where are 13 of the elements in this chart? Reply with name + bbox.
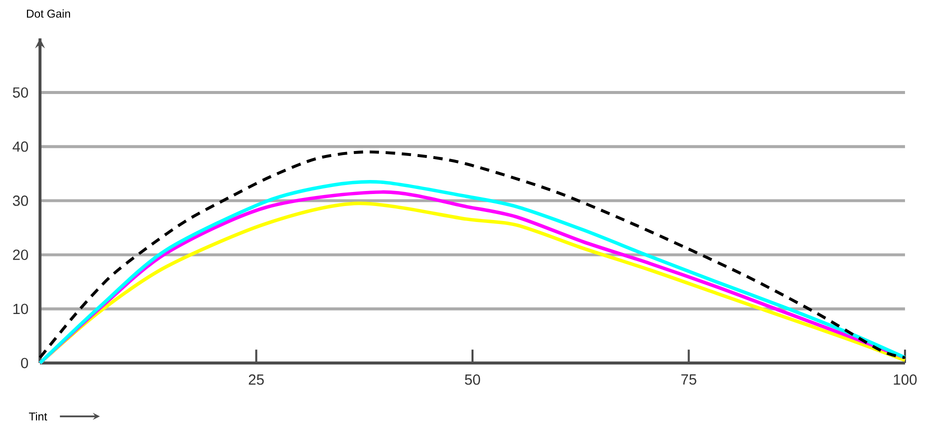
y-axis-title: Dot Gain xyxy=(26,9,70,18)
x-tick-label: 100 xyxy=(894,374,917,385)
x-tick-label: 25 xyxy=(248,374,264,385)
y-tick-label: 40 xyxy=(12,141,28,152)
y-tick-label: 30 xyxy=(12,196,28,206)
y-tick-label: 20 xyxy=(13,250,28,260)
y-tick-label: 50 xyxy=(12,87,28,98)
y-tick-label: 0 xyxy=(21,358,28,368)
y-tick-label: 10 xyxy=(13,304,28,314)
line-series xyxy=(38,150,906,360)
x-tick-label: 50 xyxy=(464,374,480,385)
x-tick-label: 75 xyxy=(681,374,696,385)
x-axis-title: Tint xyxy=(28,412,48,420)
